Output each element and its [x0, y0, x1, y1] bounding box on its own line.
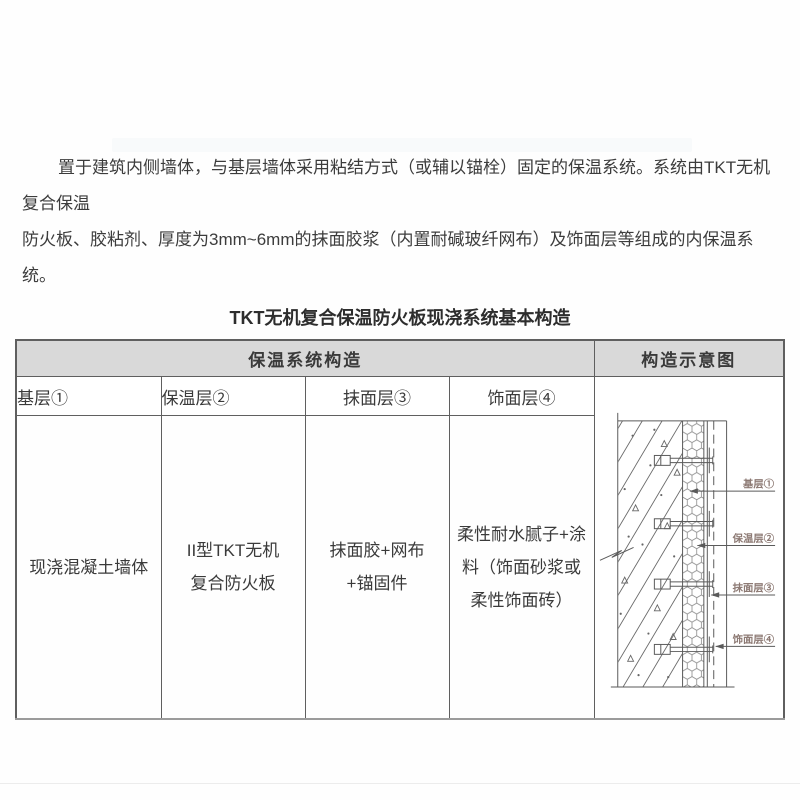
cell-insulation-layer: II型TKT无机 复合防火板	[160, 415, 306, 720]
intro-paragraph: 置于建筑内侧墙体，与基层墙体采用粘结方式（或辅以锚栓）固定的保温系统。系统由TK…	[22, 158, 771, 285]
anchor-bolt	[653, 636, 713, 663]
insulation-system-table: 保温系统构造 构造示意图 基层① 保温层② 抹面层③ 饰面层④	[15, 339, 785, 720]
construction-diagram: 基层① 保温层② 抹面层③ 饰面层④	[599, 412, 775, 688]
scan-highlight-band	[112, 138, 692, 152]
anchor-bolt	[653, 510, 713, 537]
document-page: 置于建筑内侧墙体，与基层墙体采用粘结方式（或辅以锚栓）固定的保温系统。系统由TK…	[0, 150, 800, 720]
diagram-label-insulation-layer: 保温层②	[731, 532, 774, 545]
page-bottom-edge	[0, 783, 800, 784]
diagram-label-render-layer: 抹面层③	[732, 582, 774, 595]
header-base-layer: 基层①	[15, 375, 162, 417]
insulation-honeycomb	[682, 420, 704, 687]
concrete-hatch	[617, 420, 682, 687]
diagram-label-base-layer: 基层①	[741, 478, 774, 491]
cell-render-layer: 抹面胶+网布 +锚固件	[304, 415, 450, 720]
header-render-layer: 抹面层③	[304, 375, 450, 417]
diagram-cell: 基层① 保温层② 抹面层③ 饰面层④	[593, 376, 785, 720]
break-mark	[599, 547, 634, 561]
cell-finish-layer: 柔性耐水腻子+涂 料（饰面砂浆或 柔性饰面砖）	[448, 415, 595, 720]
header-insulation-layer: 保温层②	[160, 375, 306, 417]
group-header-system: 保温系统构造	[15, 339, 595, 377]
group-header-diagram: 构造示意图	[593, 339, 785, 377]
anchor-bolt	[653, 447, 713, 474]
group-header-row: 保温系统构造 构造示意图	[15, 339, 785, 377]
table-title: TKT无机复合保温防火板现浇系统基本构造	[229, 308, 571, 328]
layer-header-row: 基层① 保温层② 抹面层③ 饰面层④	[15, 375, 785, 720]
header-finish-layer: 饰面层④	[448, 375, 595, 417]
cell-base-layer: 现浇混凝土墙体	[15, 415, 162, 720]
diagram-label-finish-layer: 饰面层④	[731, 633, 774, 646]
layer-value-row: 现浇混凝土墙体 II型TKT无机 复合防火板 抹面胶+网布 +锚固件 柔性耐水腻…	[15, 415, 784, 720]
anchor-bolt	[653, 571, 713, 597]
